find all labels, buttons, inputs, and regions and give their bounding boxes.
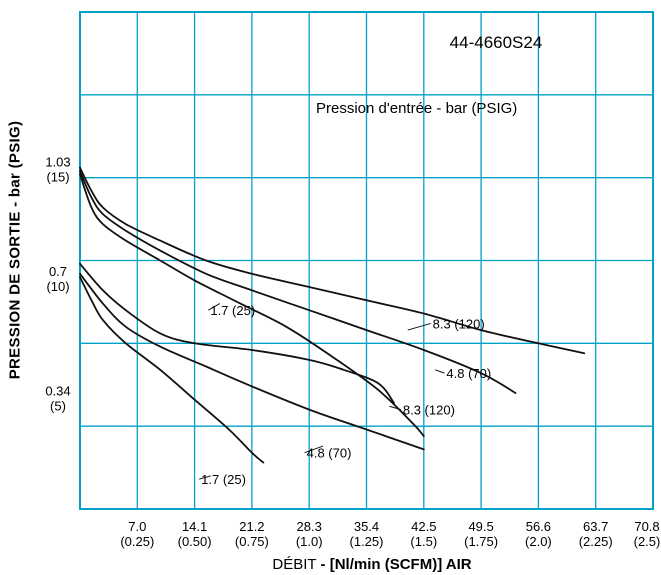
series-label: 8.3 (120) (433, 316, 485, 331)
series-label: 4.8 (70) (446, 366, 491, 381)
series-line (79, 170, 517, 394)
x-tick-label: 14.1(0.50) (178, 519, 212, 549)
series-label-leader (389, 405, 402, 411)
svg-text:(1.25): (1.25) (350, 534, 384, 549)
svg-text:21.2: 21.2 (239, 519, 264, 534)
x-tick-label: 63.7(2.25) (579, 519, 613, 549)
svg-text:(1.75): (1.75) (464, 534, 498, 549)
svg-text:(0.50): (0.50) (178, 534, 212, 549)
series: 8.3 (120) (79, 262, 455, 418)
y-axis-title-wrap: PRESSION DE SORTIE - bar (PSIG) (4, 30, 26, 470)
svg-text:(5): (5) (50, 398, 66, 413)
svg-text:(2.25): (2.25) (579, 534, 613, 549)
svg-text:28.3: 28.3 (297, 519, 322, 534)
x-tick-label: 56.6(2.0) (525, 519, 552, 549)
x-axis-title-flow: DÉBIT (272, 556, 316, 573)
series-label: 8.3 (120) (403, 403, 455, 418)
series-line (79, 173, 425, 437)
svg-text:56.6: 56.6 (526, 519, 551, 534)
svg-text:(15): (15) (46, 170, 69, 185)
svg-text:(0.75): (0.75) (235, 534, 269, 549)
y-tick-label: 0.34(5) (45, 383, 70, 413)
x-axis-title-units: - [Nl/min (SCFM)] AIR (321, 556, 472, 573)
svg-text:0.34: 0.34 (45, 383, 70, 398)
series-label-leader (304, 445, 324, 454)
svg-text:0.7: 0.7 (49, 264, 67, 279)
series: 1.7 (25) (79, 173, 425, 437)
svg-text:35.4: 35.4 (354, 519, 379, 534)
x-tick-labels: 7.0(0.25) 14.1(0.50) 21.2(0.75) 28.3(1.0) 35… (120, 519, 660, 549)
series: 4.8 (70) (79, 272, 425, 461)
x-tick-label: 70.8(2.5) (634, 519, 661, 549)
y-tick-labels: 1.03(15) 0.7(10) 0.34(5) (45, 155, 70, 414)
y-tick-label: 0.7(10) (46, 264, 69, 294)
x-tick-label: 49.5(1.75) (464, 519, 498, 549)
svg-text:49.5: 49.5 (468, 519, 493, 534)
x-axis-title: DÉBIT - [Nl/min (SCFM)] AIR (272, 556, 471, 573)
y-axis-title: PRESSION DE SORTIE - bar (PSIG) (6, 120, 24, 380)
series-label-leader (435, 369, 445, 374)
series-label: 4.8 (70) (307, 446, 352, 461)
inlet-pressure-annotation: Pression d'entrée - bar (PSIG) (316, 100, 517, 117)
svg-text:42.5: 42.5 (411, 519, 436, 534)
grid (80, 12, 653, 509)
svg-text:(2.0): (2.0) (525, 534, 552, 549)
svg-text:(2.5): (2.5) (634, 534, 661, 549)
svg-text:63.7: 63.7 (583, 519, 608, 534)
plot-frame (79, 11, 654, 510)
svg-text:(10): (10) (46, 279, 69, 294)
series: 4.8 (70) (79, 170, 517, 394)
series-label: 1.7 (25) (201, 472, 246, 487)
series-line (79, 166, 586, 355)
x-tick-label: 35.4(1.25) (350, 519, 384, 549)
x-tick-label: 7.0(0.25) (120, 519, 154, 549)
svg-text:1.03: 1.03 (45, 155, 70, 170)
x-tick-label: 21.2(0.75) (235, 519, 269, 549)
series-line (79, 276, 265, 464)
series: 8.3 (120) (79, 166, 586, 355)
svg-text:(1.0): (1.0) (296, 534, 323, 549)
svg-text:(1.5): (1.5) (410, 534, 437, 549)
series: 1.7 (25) (79, 276, 265, 487)
series-label-leader (208, 303, 221, 311)
series-layer: 8.3 (120) 4.8 (70) 1.7 (25) 8.3 (120) 4.8 (7… (79, 166, 586, 487)
svg-text:14.1: 14.1 (182, 519, 207, 534)
chart-title: 44-4660S24 (450, 33, 543, 52)
series-label-leader (407, 322, 431, 331)
x-tick-label: 42.5(1.5) (410, 519, 437, 549)
y-tick-label: 1.03(15) (45, 155, 70, 185)
series-line (79, 272, 425, 451)
svg-text:7.0: 7.0 (128, 519, 146, 534)
x-tick-label: 28.3(1.0) (296, 519, 323, 549)
series-label: 1.7 (25) (210, 303, 255, 318)
svg-text:(0.25): (0.25) (120, 534, 154, 549)
series-line (79, 262, 395, 404)
series-label-leader (199, 475, 211, 480)
svg-text:70.8: 70.8 (634, 519, 659, 534)
